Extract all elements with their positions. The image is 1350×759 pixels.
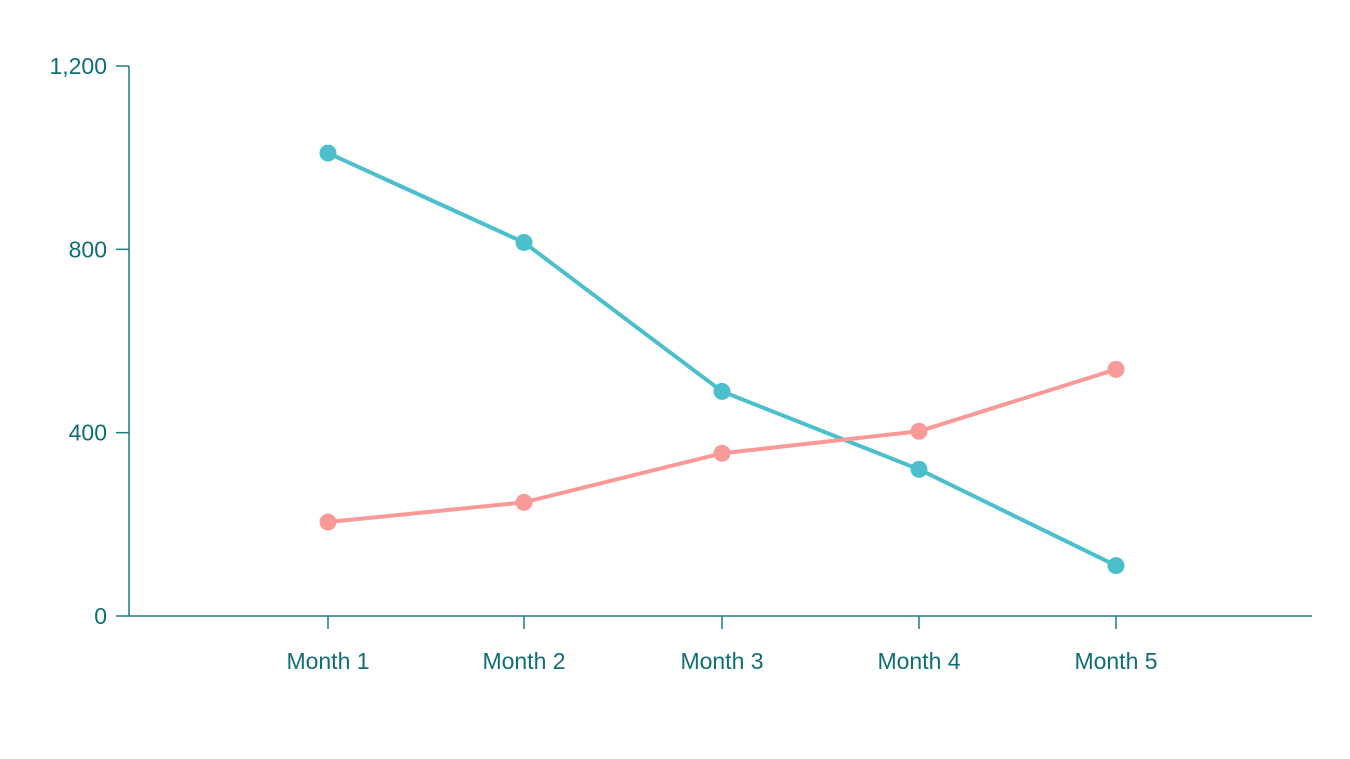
series-2 bbox=[319, 360, 1125, 531]
y-tick-label: 1,200 bbox=[49, 53, 107, 79]
data-point bbox=[910, 460, 928, 478]
x-tick-label: Month 1 bbox=[286, 648, 369, 674]
y-tick-label: 400 bbox=[69, 420, 107, 446]
data-point bbox=[1107, 557, 1125, 575]
data-point bbox=[1107, 360, 1125, 378]
data-point bbox=[515, 233, 533, 251]
y-tick-label: 800 bbox=[69, 236, 107, 262]
labels-layer: 0 400 800 1,200 Month 1 Month 2 Month 3 Month 4… bbox=[49, 53, 1157, 674]
data-point bbox=[910, 422, 928, 440]
x-tick-label: Month 2 bbox=[482, 648, 565, 674]
series-line bbox=[326, 151, 1118, 568]
data-point bbox=[713, 444, 731, 462]
data-point bbox=[319, 513, 337, 531]
data-point bbox=[515, 493, 533, 511]
y-tick-label: 0 bbox=[94, 603, 107, 629]
x-tick-label: Month 3 bbox=[680, 648, 763, 674]
x-tick-label: Month 5 bbox=[1074, 648, 1157, 674]
data-point bbox=[319, 144, 337, 162]
series-1 bbox=[319, 144, 1125, 575]
axes bbox=[116, 65, 1312, 629]
x-tick-label: Month 4 bbox=[877, 648, 960, 674]
series-layer bbox=[319, 144, 1125, 575]
data-point bbox=[713, 382, 731, 400]
